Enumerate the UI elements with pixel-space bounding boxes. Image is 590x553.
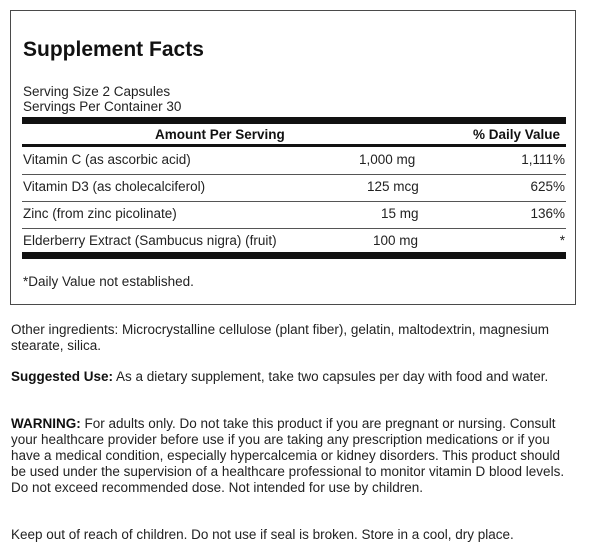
facts-title: Supplement Facts [23,38,204,61]
storage-instructions: Keep out of reach of children. Do not us… [11,527,514,542]
servings-per-container: Servings Per Container 30 [23,99,182,114]
nutrient-name: Elderberry Extract (Sambucus nigra) (fru… [23,233,277,248]
nutrient-daily-value: 625% [530,179,565,194]
nutrient-daily-value: 136% [530,206,565,221]
footer-divider [22,252,566,259]
row-divider [22,174,566,175]
nutrient-name: Zinc (from zinc picolinate) [23,206,177,221]
row-divider [22,201,566,202]
serving-size: Serving Size 2 Capsules [23,84,171,99]
nutrient-daily-value: * [559,233,565,248]
nutrient-daily-value: 1,111% [521,152,565,167]
amount-per-serving-header: Amount Per Serving [155,127,285,142]
nutrient-name: Vitamin D3 (as cholecalciferol) [23,179,206,194]
column-header-divider [22,144,566,147]
row-divider [22,228,566,229]
suggested-use: Suggested Use: As a dietary supplement, … [11,369,571,385]
nutrient-amount: 100 mg [373,233,419,248]
warning-text: For adults only. Do not take this produc… [11,416,565,495]
nutrient-amount: 15 mg [381,206,419,221]
warning-label: WARNING: [11,416,81,431]
nutrient-amount: 125 mcg [367,179,419,194]
warning: WARNING: For adults only. Do not take th… [11,416,571,496]
nutrient-name: Vitamin C (as ascorbic acid) [23,152,191,167]
daily-value-header: % Daily Value [473,127,561,142]
other-ingredients: Other ingredients: Microcrystalline cell… [11,322,549,353]
nutrient-amount: 1,000 mg [359,152,416,167]
daily-value-footnote: *Daily Value not established. [23,274,194,289]
supplement-facts-panel: Supplement Facts Serving Size 2 Capsules… [10,10,576,305]
suggested-use-text: As a dietary supplement, take two capsul… [113,369,549,384]
header-divider [22,117,566,124]
suggested-use-label: Suggested Use: [11,369,114,384]
